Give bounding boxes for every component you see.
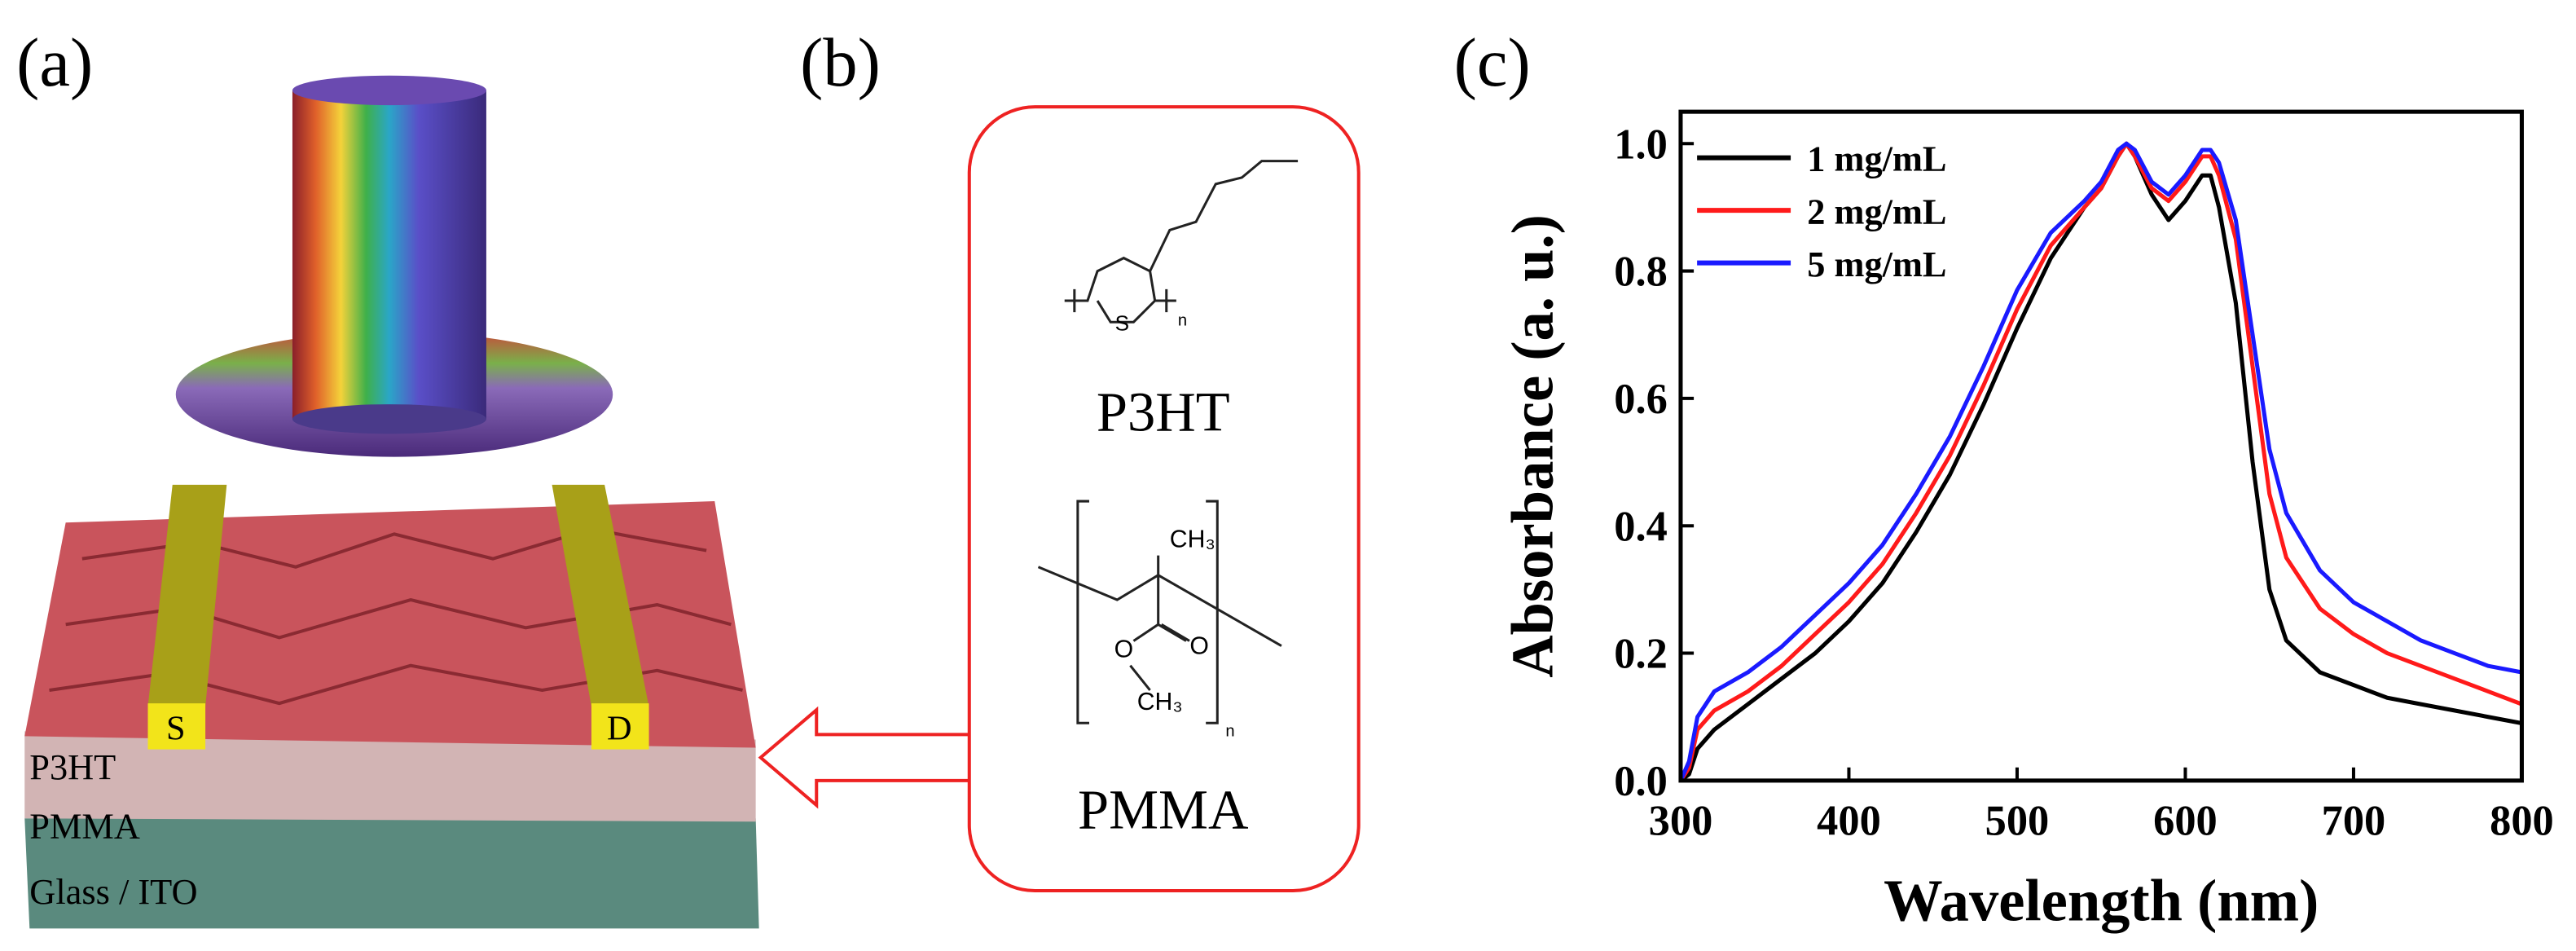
x-axis-title: Wavelength (nm) bbox=[1884, 867, 2319, 933]
y-tick-label: 0.4 bbox=[1614, 503, 1668, 550]
panel-label: (c) bbox=[1454, 25, 1531, 101]
x-tick-label: 500 bbox=[1985, 797, 2050, 844]
pmma-layer bbox=[24, 731, 756, 822]
atom-label: n bbox=[1225, 722, 1234, 740]
electrode-label: S bbox=[166, 709, 186, 747]
electrode bbox=[552, 484, 649, 707]
y-tick-label: 1.0 bbox=[1614, 121, 1668, 168]
layer-label: PMMA bbox=[29, 805, 140, 846]
electrode-label: D bbox=[607, 709, 632, 747]
atom-label: O bbox=[1114, 636, 1134, 663]
pmma-structure bbox=[1037, 500, 1282, 724]
atom-label: S bbox=[1115, 310, 1129, 335]
chart: 300 400 500 600 700 800 0.0 0.2 0.4 0.6 0.8 1.0 Wave… bbox=[1500, 109, 2554, 933]
atom-label: n bbox=[1178, 311, 1187, 329]
cylinder-base bbox=[292, 404, 486, 434]
data-line bbox=[1679, 141, 2522, 782]
y-tick-label: 0.2 bbox=[1614, 631, 1668, 678]
light-cylinder bbox=[292, 90, 486, 420]
y-axis-title: Absorbance (a. u.) bbox=[1500, 214, 1566, 678]
x-tick-label: 400 bbox=[1817, 797, 1881, 844]
plot-frame bbox=[1678, 109, 2524, 783]
x-tick-label: 700 bbox=[2322, 797, 2386, 844]
atom-label: CH₃ bbox=[1137, 689, 1183, 715]
layer-label: Glass / ITO bbox=[29, 871, 197, 912]
layer-label: P3HT bbox=[29, 746, 116, 787]
panel-label: (a) bbox=[16, 25, 93, 101]
p3ht-structure bbox=[1064, 160, 1299, 324]
electrode-pad bbox=[591, 703, 649, 750]
electrode-pad bbox=[147, 703, 206, 750]
legend-label: 5 mg/mL bbox=[1807, 244, 1946, 284]
electrode bbox=[147, 484, 227, 707]
y-tick-label: 0.6 bbox=[1614, 376, 1668, 423]
x-tick-label: 800 bbox=[2490, 797, 2554, 844]
y-tick-label: 0.8 bbox=[1614, 249, 1668, 296]
data-line bbox=[1678, 141, 2523, 782]
arrow bbox=[758, 706, 969, 809]
materials-box: S n P3HT CH₃ O O CH₃ n PMMA bbox=[967, 105, 1361, 893]
x-tick-label: 300 bbox=[1649, 797, 1713, 844]
cylinder-top bbox=[292, 75, 486, 106]
panel-label: (b) bbox=[800, 25, 881, 101]
data-line bbox=[1678, 141, 2522, 781]
material-name: PMMA bbox=[1078, 778, 1249, 840]
x-tick-label: 600 bbox=[2153, 797, 2218, 844]
legend-label: 2 mg/mL bbox=[1807, 191, 1946, 231]
atom-label: CH₃ bbox=[1170, 526, 1215, 553]
glass-layer bbox=[24, 818, 759, 929]
y-tick-label: 0.0 bbox=[1614, 758, 1668, 805]
legend-label: 1 mg/mL bbox=[1807, 139, 1946, 179]
box bbox=[967, 105, 1361, 893]
material-name: P3HT bbox=[1097, 381, 1230, 442]
device-schematic: S D P3HT PMMA Glass / ITO bbox=[24, 75, 759, 929]
atom-label: O bbox=[1189, 633, 1209, 660]
